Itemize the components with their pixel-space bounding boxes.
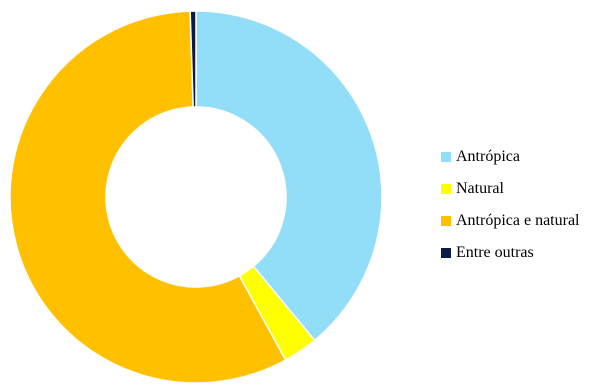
donut-chart — [9, 10, 383, 384]
legend-item-entre-outras: Entre outras — [441, 237, 580, 269]
donut-slice-2 — [9, 10, 287, 384]
legend-swatch — [441, 216, 451, 226]
legend-label: Natural — [456, 180, 504, 197]
donut-slice-0 — [195, 10, 383, 342]
legend-label: Entre outras — [456, 244, 534, 261]
legend-swatch — [441, 152, 451, 162]
legend-swatch — [441, 184, 451, 194]
legend-item-antropica: Antrópica — [441, 141, 580, 173]
donut-slice-3 — [189, 10, 197, 108]
chart-legend: Antrópica Natural Antrópica e natural En… — [441, 141, 580, 269]
legend-label: Antrópica — [456, 148, 520, 165]
legend-label: Antrópica e natural — [456, 212, 580, 229]
legend-item-antropica-e-natural: Antrópica e natural — [441, 205, 580, 237]
legend-swatch — [441, 248, 451, 258]
legend-item-natural: Natural — [441, 173, 580, 205]
